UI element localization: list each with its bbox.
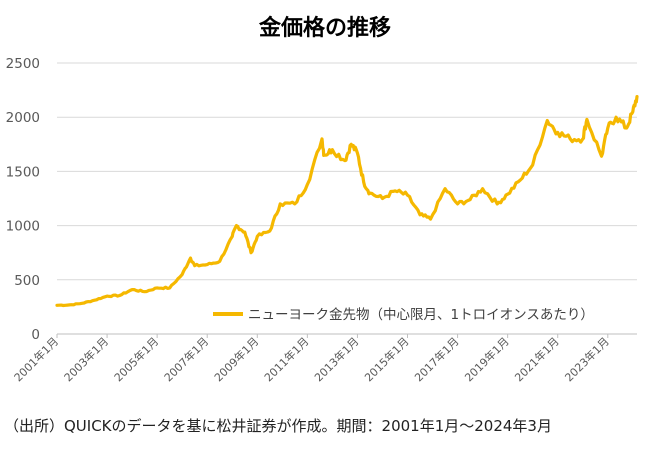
x-tick-label: 2023年1月 xyxy=(562,334,612,384)
x-tick-label: 2007年1月 xyxy=(161,334,211,384)
y-tick-label: 2000 xyxy=(6,110,40,126)
y-tick-label: 1000 xyxy=(6,219,40,235)
y-tick-label: 0 xyxy=(31,327,40,343)
chart-title: 金価格の推移 xyxy=(258,16,391,41)
x-tick-label: 2009年1月 xyxy=(211,334,261,384)
y-tick-label: 500 xyxy=(14,273,40,289)
x-tick-label: 2017年1月 xyxy=(411,334,461,384)
source-note: （出所）QUICKのデータを基に松井証券が作成。期間：2001年1月〜2024年… xyxy=(4,417,552,435)
y-axis-ticks: 0 500 1000 1500 2000 2500 xyxy=(6,56,40,343)
x-tick-label: 2015年1月 xyxy=(361,334,411,384)
x-tick-label: 2019年1月 xyxy=(462,334,512,384)
x-tick-label: 2021年1月 xyxy=(512,334,562,384)
x-tick-label: 2011年1月 xyxy=(261,334,311,384)
x-tick-label: 2005年1月 xyxy=(111,334,161,384)
x-tick-label: 2003年1月 xyxy=(61,334,111,384)
grid-lines xyxy=(57,62,637,335)
y-tick-label: 2500 xyxy=(6,56,40,72)
series-line xyxy=(55,95,639,308)
x-tick-label: 2013年1月 xyxy=(311,334,361,384)
legend: ニューヨーク金先物（中心限月、1トロイオンスあたり） xyxy=(213,307,594,323)
y-tick-label: 1500 xyxy=(6,164,40,180)
x-axis-ticks: 2001年1月 2003年1月 2005年1月 2007年1月 2009年1月 2011年… xyxy=(11,334,612,384)
legend-label: ニューヨーク金先物（中心限月、1トロイオンスあたり） xyxy=(248,307,594,323)
